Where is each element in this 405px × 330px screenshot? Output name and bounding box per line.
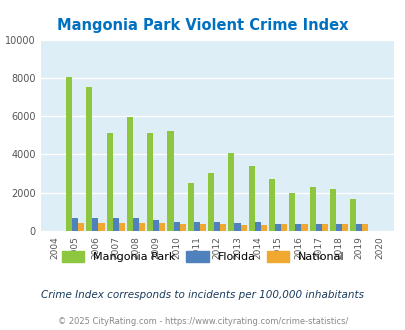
Bar (269, 179, 275, 231)
Bar (248, 166, 254, 231)
Bar (220, 224, 226, 231)
Bar (280, 224, 287, 231)
Bar (159, 223, 165, 231)
Bar (139, 223, 145, 231)
Bar (315, 223, 321, 231)
Bar (66, 77, 72, 231)
Bar (147, 133, 153, 231)
Legend: Mangonia Park, Florida, National: Mangonia Park, Florida, National (57, 247, 348, 267)
Bar (288, 193, 295, 231)
Bar (275, 224, 281, 231)
Bar (179, 224, 185, 231)
Bar (254, 222, 260, 231)
Bar (167, 131, 173, 231)
Bar (199, 224, 205, 231)
Bar (335, 224, 341, 231)
Bar (301, 224, 307, 231)
Bar (341, 224, 347, 231)
Bar (240, 225, 246, 231)
Bar (98, 223, 104, 231)
Bar (207, 173, 214, 231)
Bar (214, 222, 220, 231)
Bar (72, 217, 78, 231)
Bar (329, 189, 335, 231)
Bar (260, 225, 266, 231)
Bar (173, 222, 179, 231)
Bar (194, 222, 200, 231)
Bar (86, 87, 92, 231)
Bar (119, 223, 125, 231)
Bar (234, 223, 240, 231)
Bar (187, 183, 194, 231)
Bar (106, 133, 113, 231)
Bar (228, 152, 234, 231)
Bar (153, 220, 159, 231)
Bar (356, 224, 362, 231)
Bar (133, 217, 139, 231)
Bar (113, 217, 118, 231)
Text: Mangonia Park Violent Crime Index: Mangonia Park Violent Crime Index (57, 18, 348, 33)
Bar (361, 224, 368, 231)
Text: © 2025 CityRating.com - https://www.cityrating.com/crime-statistics/: © 2025 CityRating.com - https://www.city… (58, 317, 347, 326)
Bar (92, 217, 98, 231)
Bar (126, 117, 133, 231)
Bar (295, 224, 301, 231)
Bar (321, 224, 327, 231)
Bar (78, 223, 84, 231)
Bar (309, 187, 315, 231)
Text: Crime Index corresponds to incidents per 100,000 inhabitants: Crime Index corresponds to incidents per… (41, 290, 364, 300)
Bar (349, 199, 356, 231)
